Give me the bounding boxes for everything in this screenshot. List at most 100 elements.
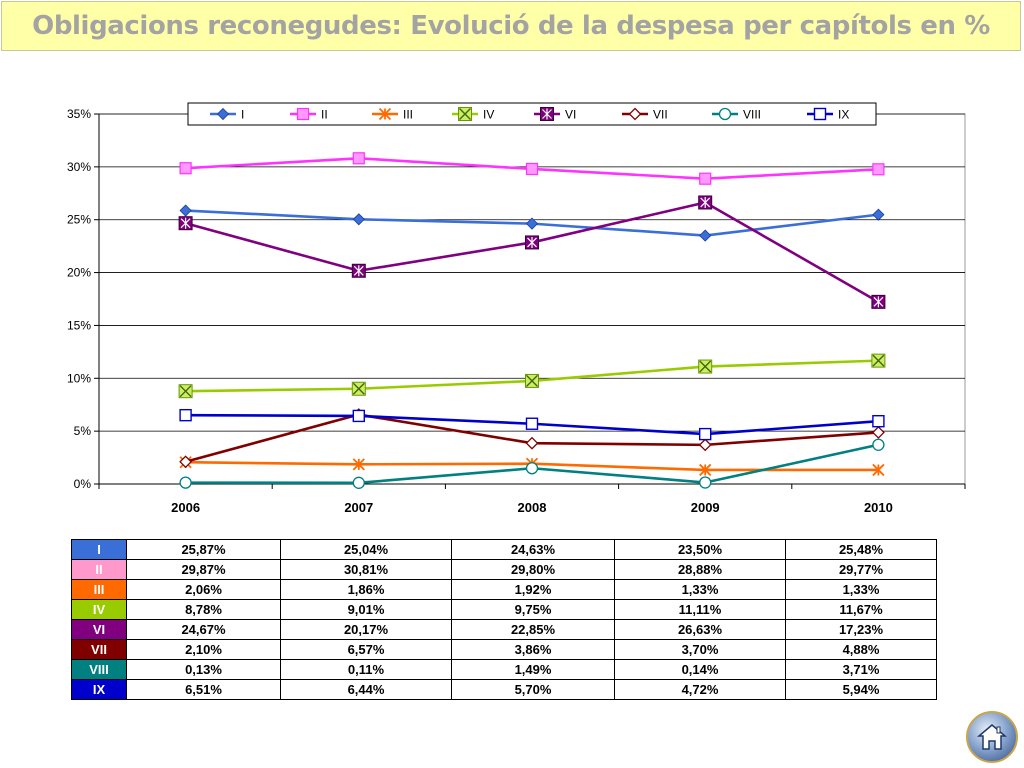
table-cell: 28,88%: [614, 559, 786, 580]
legend-item-ii: II: [290, 108, 328, 122]
data-point: [872, 463, 885, 477]
data-point: [179, 476, 192, 489]
data-point: [813, 107, 827, 121]
table-cell: 5,94%: [785, 679, 937, 700]
table-cell: 6,44%: [280, 679, 452, 700]
data-point-cross: [353, 265, 364, 277]
legend-label: IV: [483, 108, 494, 122]
table-cell: 3,86%: [451, 639, 615, 660]
x-tick-label: 2006: [171, 500, 200, 515]
series-ix: [179, 408, 885, 441]
x-tick-label: 2007: [344, 500, 373, 515]
data-point-cross: [873, 296, 884, 308]
data-point-cross: [459, 108, 471, 120]
table-cell: 3,70%: [614, 639, 786, 660]
y-tick-label: 35%: [67, 107, 91, 121]
x-tick-label: 2008: [518, 500, 547, 515]
data-point: [296, 107, 310, 121]
legend-item-i: I: [210, 108, 244, 122]
table-cell: 22,85%: [451, 619, 615, 640]
data-point: [525, 217, 539, 230]
data-point: [525, 462, 539, 475]
legend-item-ix: IX: [807, 108, 849, 122]
legend: I II III IV VI VII VIII IX: [187, 102, 877, 126]
legend-item-viii: VIII: [712, 108, 761, 122]
table-cell: 29,87%: [126, 559, 281, 580]
row-label: I: [71, 539, 127, 560]
legend-label: IX: [838, 108, 849, 122]
data-point: [352, 476, 365, 489]
y-tick-label: 5%: [74, 424, 92, 438]
table-cell: 2,10%: [126, 639, 281, 660]
table-cell: 1,86%: [280, 579, 452, 600]
legend-label: I: [241, 108, 244, 122]
table-cell: 1,33%: [785, 579, 937, 600]
table-row: VIII 0,13% 0,11% 1,49% 0,14% 3,71%: [71, 659, 937, 680]
table-cell: 4,72%: [614, 679, 786, 700]
row-label: IV: [71, 599, 127, 620]
table-cell: 0,14%: [614, 659, 786, 680]
table-cell: 11,67%: [785, 599, 937, 620]
series-viii: [179, 438, 885, 489]
series-vi: [178, 195, 886, 309]
legend-label: VI: [565, 108, 576, 122]
data-point: [872, 163, 885, 176]
data-point: [699, 229, 712, 242]
data-point: [718, 107, 732, 121]
data-point: [179, 204, 192, 217]
data-point: [699, 476, 712, 489]
table-row: VII 2,10% 6,57% 3,86% 3,70% 4,88%: [71, 639, 937, 660]
legend-box: [187, 102, 877, 126]
data-point: [699, 427, 712, 441]
row-label: II: [71, 559, 127, 580]
data-point-cross: [179, 385, 192, 398]
data-point-cross: [542, 108, 552, 120]
table-cell: 4,88%: [785, 639, 937, 660]
row-label: VII: [71, 639, 127, 660]
data-point: [699, 463, 712, 477]
table-cell: 30,81%: [280, 559, 452, 580]
series-vii: [179, 408, 885, 469]
table-cell: 25,48%: [785, 539, 937, 560]
table-row: III 2,06% 1,86% 1,92% 1,33% 1,33%: [71, 579, 937, 600]
table-cell: 0,13%: [126, 659, 281, 680]
data-point: [872, 208, 885, 221]
data-point: [628, 107, 642, 121]
table-cell: 24,67%: [126, 619, 281, 640]
data-point: [698, 438, 712, 452]
table-cell: 1,49%: [451, 659, 615, 680]
data-point: [699, 172, 712, 185]
table-cell: 9,75%: [451, 599, 615, 620]
legend-label: II: [321, 108, 328, 122]
data-point: [352, 213, 365, 226]
data-point-cross: [526, 374, 538, 387]
y-tick-label: 20%: [67, 266, 91, 280]
table-cell: 25,87%: [126, 539, 281, 560]
legend-label: VIII: [743, 108, 761, 122]
table-row: IV 8,78% 9,01% 9,75% 11,11% 11,67%: [71, 599, 937, 620]
data-point: [179, 408, 192, 422]
legend-label: VII: [653, 108, 668, 122]
home-button[interactable]: [966, 711, 1018, 763]
y-tick-label: 25%: [67, 213, 91, 227]
data-point-cross: [699, 360, 712, 373]
table-cell: 2,06%: [126, 579, 281, 600]
row-label: VIII: [71, 659, 127, 680]
table-cell: 3,71%: [785, 659, 937, 680]
x-tick-label: 2009: [691, 500, 720, 515]
data-point: [352, 409, 365, 423]
table-cell: 1,33%: [614, 579, 786, 600]
data-point: [872, 415, 885, 428]
data-point: [179, 455, 193, 469]
table-cell: 1,92%: [451, 579, 615, 600]
legend-item-iii: III: [372, 108, 413, 122]
data-point: [871, 425, 885, 439]
table-cell: 25,04%: [280, 539, 452, 560]
series-ii: [179, 152, 885, 185]
table-row: VI 24,67% 20,17% 22,85% 26,63% 17,23%: [71, 619, 937, 640]
data-point: [378, 107, 392, 121]
data-point: [352, 458, 365, 471]
legend-label: III: [403, 108, 413, 122]
series-i: [179, 204, 885, 242]
table-cell: 29,80%: [451, 559, 615, 580]
